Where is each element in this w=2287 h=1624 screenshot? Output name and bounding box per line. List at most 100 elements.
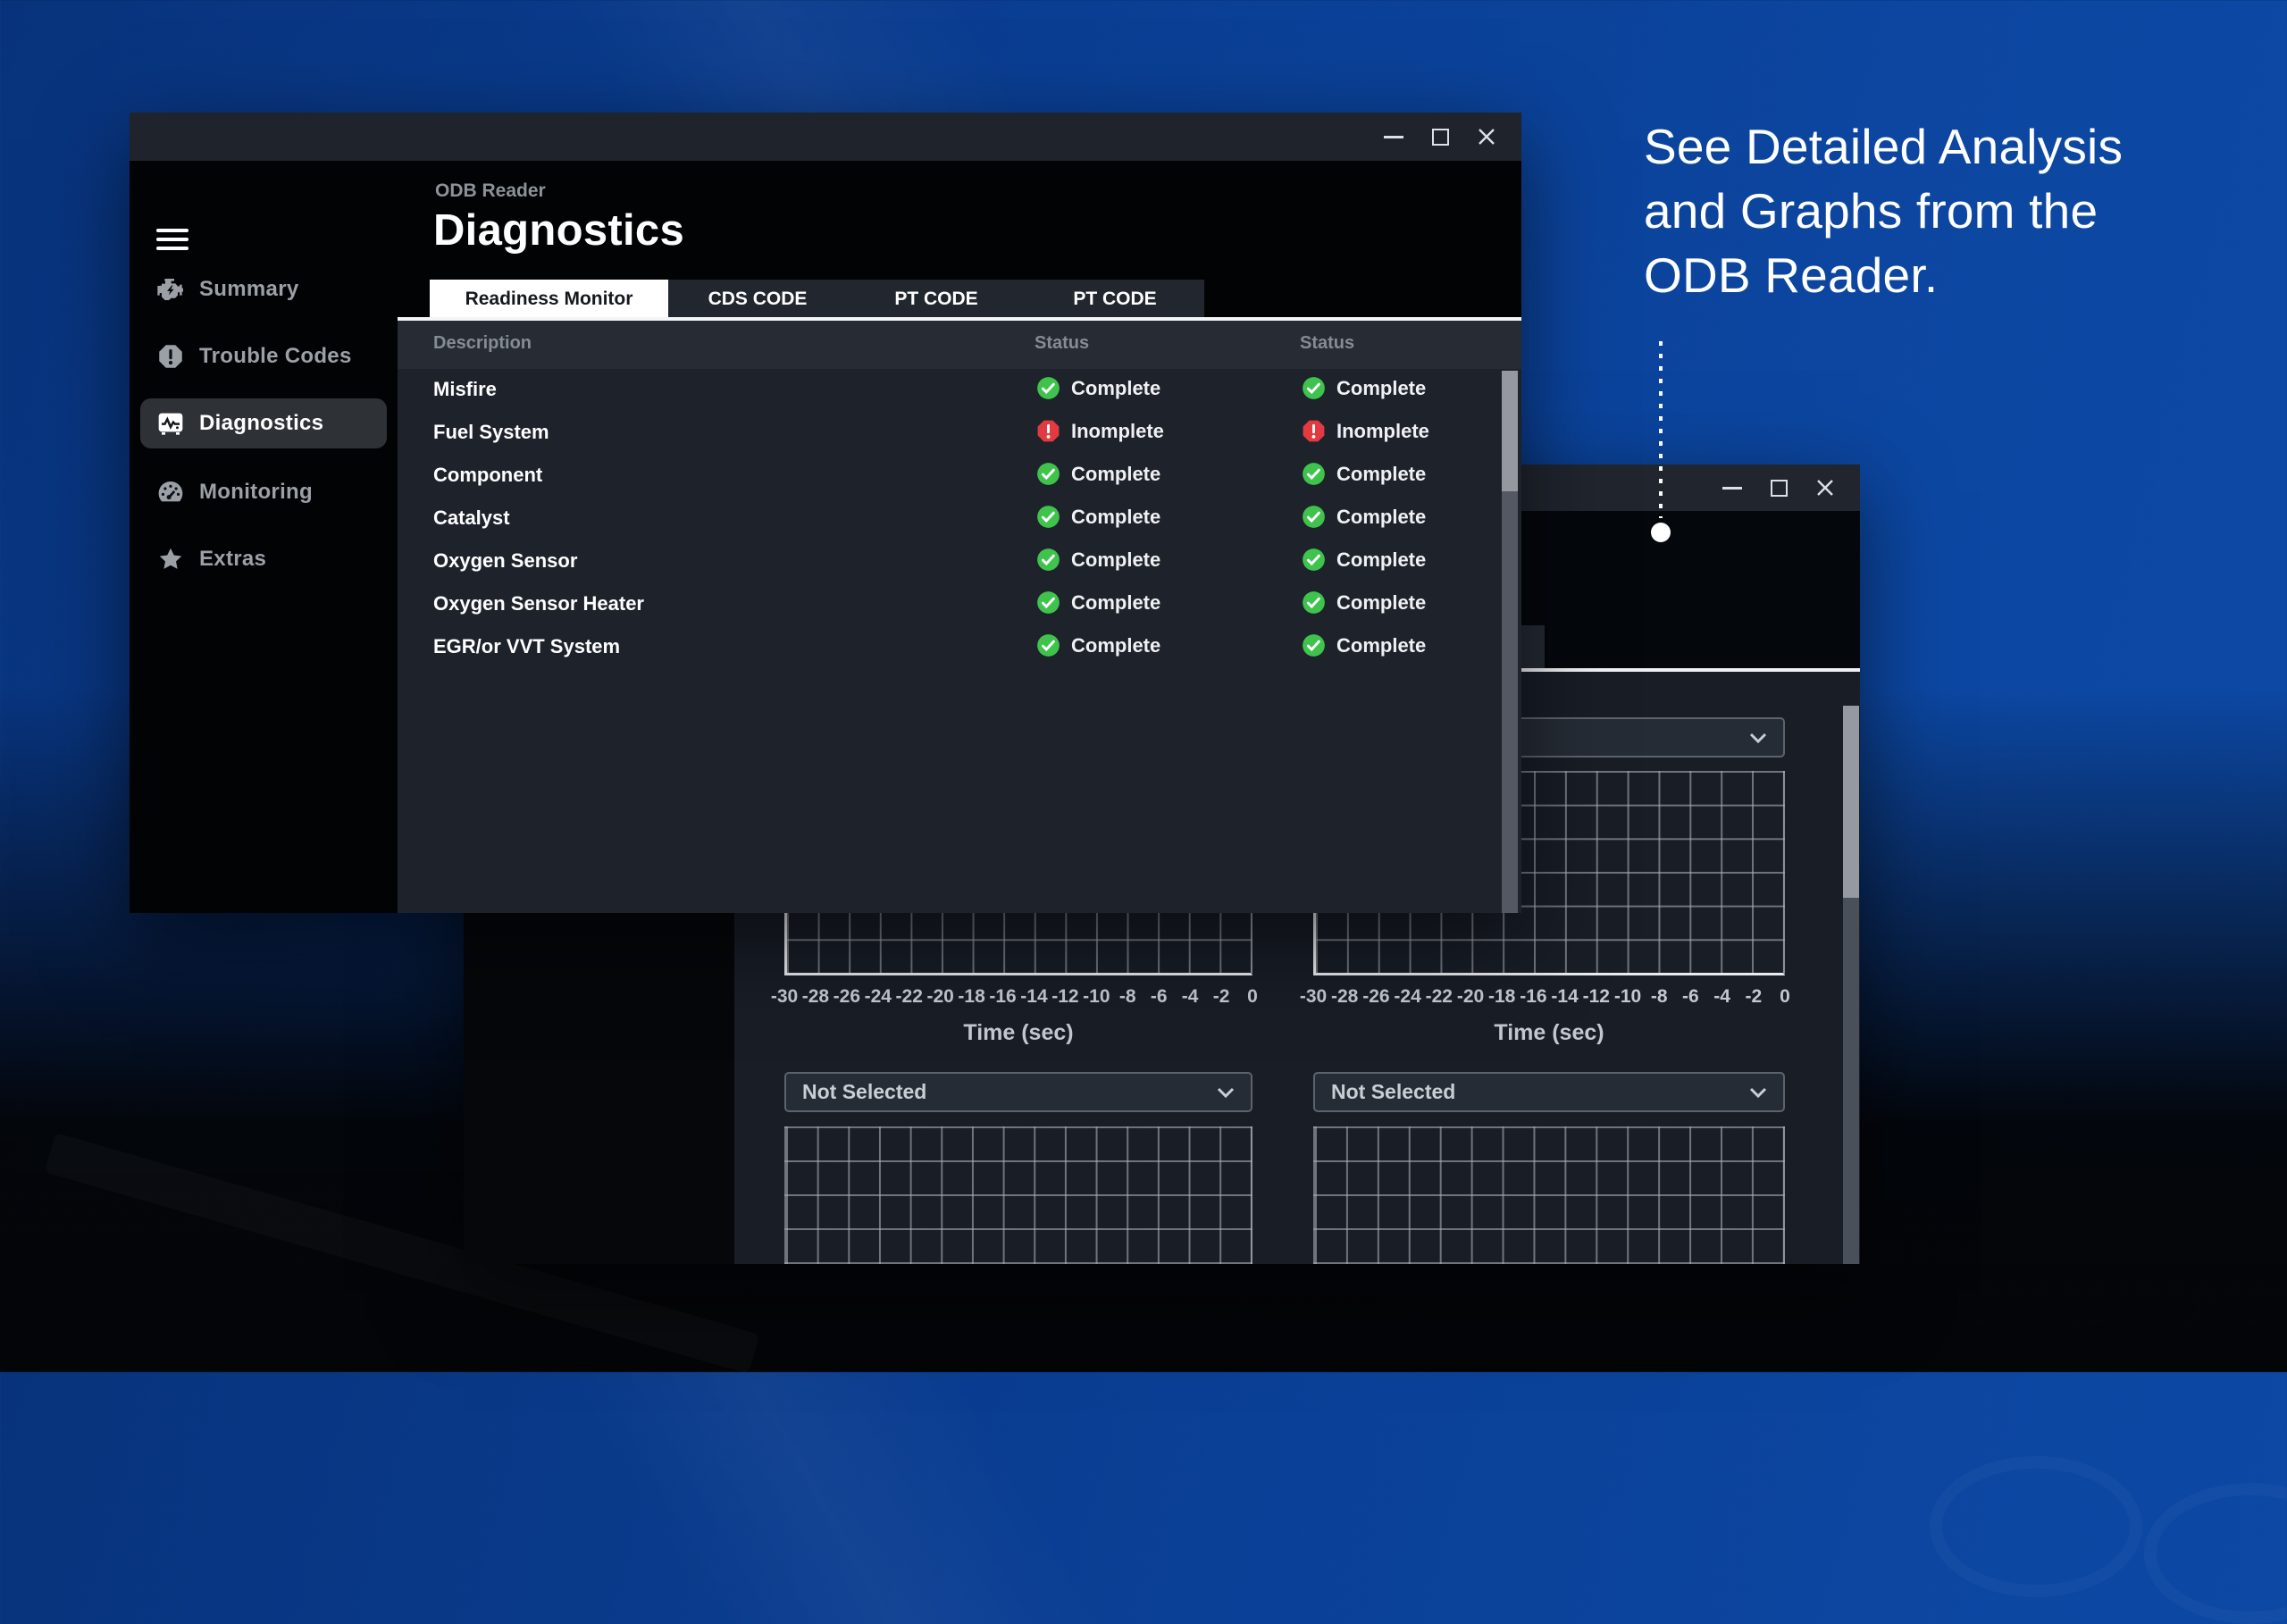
tab-bar: Readiness Monitor CDS CODE PT CODE PT CODE xyxy=(430,280,1204,319)
x-tick-label: -2 xyxy=(1745,986,1763,1007)
sidebar: Summary Trouble Codes Diagnostics Monitorin… xyxy=(130,161,398,913)
odb-reader-window: Summary Trouble Codes Diagnostics Monitorin… xyxy=(130,113,1521,913)
status-label: Complete xyxy=(1071,548,1161,571)
x-tick-label: 0 xyxy=(1780,986,1790,1007)
row-description: EGR/or VVT System xyxy=(433,635,621,657)
x-tick-label: -24 xyxy=(1394,986,1421,1007)
status-check-icon xyxy=(1036,633,1060,657)
status-label: Complete xyxy=(1071,462,1161,485)
charts-window-tab-edge xyxy=(1521,625,1545,668)
scrollbar-thumb[interactable] xyxy=(1843,706,1859,898)
scrollbar[interactable] xyxy=(1843,706,1859,1264)
column-header-status-1: Status xyxy=(1035,333,1090,353)
column-header-status-2: Status xyxy=(1300,333,1355,353)
x-axis-label: Time (sec) xyxy=(1494,1020,1604,1045)
close-icon[interactable] xyxy=(1473,123,1500,150)
status-check-icon xyxy=(1036,462,1060,486)
table-row[interactable]: Oxygen Sensor Heater Complete Complete xyxy=(398,583,1521,626)
table-row[interactable]: EGR/or VVT System Complete Complete xyxy=(398,626,1521,669)
x-tick-label: -12 xyxy=(1582,986,1610,1007)
table-row[interactable]: Component Complete Complete xyxy=(398,455,1521,498)
sidebar-item-label: Monitoring xyxy=(199,480,313,504)
table-row[interactable]: Fuel System Inomplete Inomplete xyxy=(398,412,1521,455)
signal-select[interactable]: Not Selected xyxy=(1313,1072,1785,1112)
marketing-caption: See Detailed Analysis and Graphs from th… xyxy=(1644,119,2124,303)
x-tick-label: -22 xyxy=(1425,986,1453,1007)
status-label: Complete xyxy=(1336,376,1427,399)
status-check-icon xyxy=(1036,590,1060,615)
status-label: Inomplete xyxy=(1336,419,1429,442)
maximize-icon[interactable] xyxy=(1765,474,1792,501)
chevron-down-icon xyxy=(1749,1087,1767,1098)
status-check-icon xyxy=(1302,548,1326,572)
x-tick-label: -30 xyxy=(770,986,799,1007)
x-tick-label: -26 xyxy=(833,986,861,1007)
status-cell: Complete xyxy=(1036,548,1160,572)
x-tick-label: -4 xyxy=(1181,986,1199,1007)
sidebar-item-extras[interactable]: Extras xyxy=(130,537,398,582)
status-cell: Inomplete xyxy=(1302,419,1429,443)
tab-pt-code[interactable]: PT CODE xyxy=(847,280,1026,319)
status-alert-icon xyxy=(1036,419,1060,443)
x-tick-label: -30 xyxy=(1299,986,1328,1007)
table-row[interactable]: Catalyst Complete Complete xyxy=(398,498,1521,540)
x-tick-label: -18 xyxy=(958,986,985,1007)
status-check-icon xyxy=(1302,505,1326,529)
x-tick-label: -28 xyxy=(1331,986,1359,1007)
signal-select-value: Not Selected xyxy=(1331,1080,1456,1103)
x-tick-label: -26 xyxy=(1362,986,1390,1007)
chevron-down-icon xyxy=(1749,732,1767,743)
x-tick-label: -6 xyxy=(1150,986,1168,1007)
x-tick-label: -8 xyxy=(1650,986,1668,1007)
maximize-icon[interactable] xyxy=(1427,123,1453,150)
x-tick-label: -20 xyxy=(1456,986,1485,1007)
status-label: Complete xyxy=(1336,590,1427,614)
status-check-icon xyxy=(1302,376,1326,400)
status-cell: Inomplete xyxy=(1036,419,1164,443)
table-header: Description Status Status xyxy=(398,321,1521,369)
sidebar-item-trouble-codes[interactable]: Trouble Codes xyxy=(130,334,398,379)
status-cell: Complete xyxy=(1302,505,1426,529)
close-icon[interactable] xyxy=(1812,474,1839,501)
tab-readiness-monitor[interactable]: Readiness Monitor xyxy=(430,280,668,319)
scrollbar-thumb[interactable] xyxy=(1502,371,1518,491)
table-row[interactable]: Oxygen Sensor Complete Complete xyxy=(398,540,1521,583)
x-tick-label: -16 xyxy=(1520,986,1547,1007)
status-cell: Complete xyxy=(1302,590,1426,615)
x-tick-label: -12 xyxy=(1051,986,1079,1007)
status-label: Complete xyxy=(1071,590,1161,614)
minimize-icon[interactable] xyxy=(1719,474,1746,501)
x-tick-label: -8 xyxy=(1118,986,1136,1007)
sidebar-item-label: Extras xyxy=(199,547,267,571)
tab-cds-code[interactable]: CDS CODE xyxy=(668,280,847,319)
sidebar-item-monitoring[interactable]: Monitoring xyxy=(130,470,398,515)
x-tick-label: -22 xyxy=(895,986,923,1007)
x-tick-label: -10 xyxy=(1083,986,1110,1007)
minimize-icon[interactable] xyxy=(1380,123,1407,150)
status-label: Complete xyxy=(1336,505,1427,528)
app-subtitle: ODB Reader xyxy=(435,180,546,201)
status-cell: Complete xyxy=(1036,590,1160,615)
signal-select[interactable]: Not Selected xyxy=(784,1072,1252,1112)
scrollbar[interactable] xyxy=(1502,371,1518,913)
sidebar-item-summary[interactable]: Summary xyxy=(130,267,398,312)
status-label: Complete xyxy=(1336,633,1427,657)
status-check-icon xyxy=(1302,633,1326,657)
x-tick-label: -6 xyxy=(1682,986,1699,1007)
connector-dotted-line xyxy=(1659,341,1663,518)
table-row[interactable]: Misfire Complete Complete xyxy=(398,369,1521,412)
hamburger-menu-icon[interactable] xyxy=(156,229,188,250)
tab-pt-code[interactable]: PT CODE xyxy=(1026,280,1204,319)
x-tick-label: -24 xyxy=(864,986,892,1007)
x-tick-label: -14 xyxy=(1020,986,1048,1007)
odb-window-titlebar xyxy=(130,113,1521,161)
status-cell: Complete xyxy=(1036,376,1160,400)
row-description: Oxygen Sensor Heater xyxy=(433,592,644,615)
eyeglasses-silhouette xyxy=(1930,1456,2142,1597)
status-check-icon xyxy=(1302,462,1326,486)
chart-grid-lower xyxy=(784,1126,1252,1264)
sidebar-item-diagnostics[interactable]: Diagnostics xyxy=(130,398,398,448)
tab-underline xyxy=(398,317,1521,321)
x-tick-label: -18 xyxy=(1488,986,1516,1007)
status-cell: Complete xyxy=(1302,548,1426,572)
